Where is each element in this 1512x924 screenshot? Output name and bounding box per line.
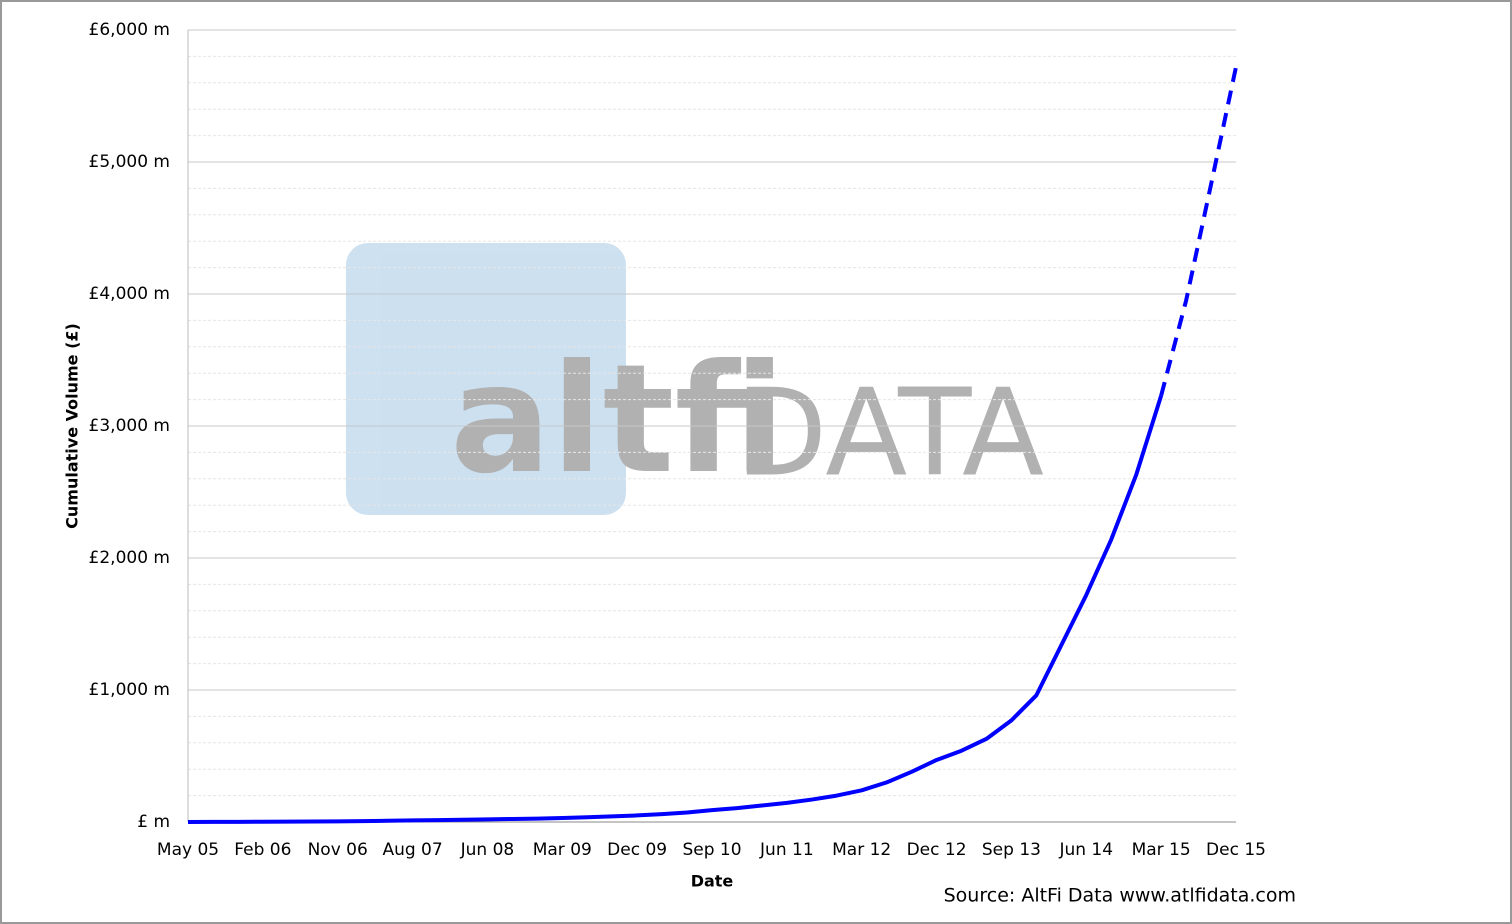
data-line [1159,66,1238,397]
x-tick-label: Mar 15 [1132,840,1191,860]
watermark-text: altfi [450,333,786,507]
x-tick-label: Mar 12 [832,840,891,860]
y-tick-label: £1,000 m [89,680,170,700]
x-tick-label: Aug 07 [382,840,442,860]
source-note: Source: AltFi Data www.atlfidata.com [944,885,1296,907]
watermark-text: DATA [735,365,1044,504]
x-tick-label: Feb 06 [234,840,291,860]
x-tick-label: May 05 [157,840,219,860]
x-tick-label: Dec 15 [1206,840,1266,860]
y-tick-label: £6,000 m [89,20,170,40]
x-tick-label: Mar 09 [533,840,592,860]
x-tick-label: Sep 13 [982,840,1041,860]
y-tick-label: £5,000 m [89,152,170,172]
watermark: altfi DATA [346,243,1044,515]
y-tick-label: £ m [137,812,170,832]
x-axis-title: Date [691,872,734,891]
x-tick-label: Sep 10 [682,840,741,860]
y-tick-label: £3,000 m [89,416,170,436]
x-tick-label: Jun 14 [1058,840,1113,860]
x-tick-label: Jun 08 [460,840,515,860]
x-tick-label: Dec 12 [907,840,967,860]
watermark-box [346,243,626,515]
y-tick-label: £2,000 m [89,548,170,568]
y-axis-title: Cumulative Volume (£) [63,323,82,529]
y-tick-label: £4,000 m [89,284,170,304]
data-line [187,395,1164,824]
x-tick-label: Jun 11 [759,840,814,860]
x-tick-label: Dec 09 [607,840,667,860]
x-tick-label: Nov 06 [308,840,368,860]
